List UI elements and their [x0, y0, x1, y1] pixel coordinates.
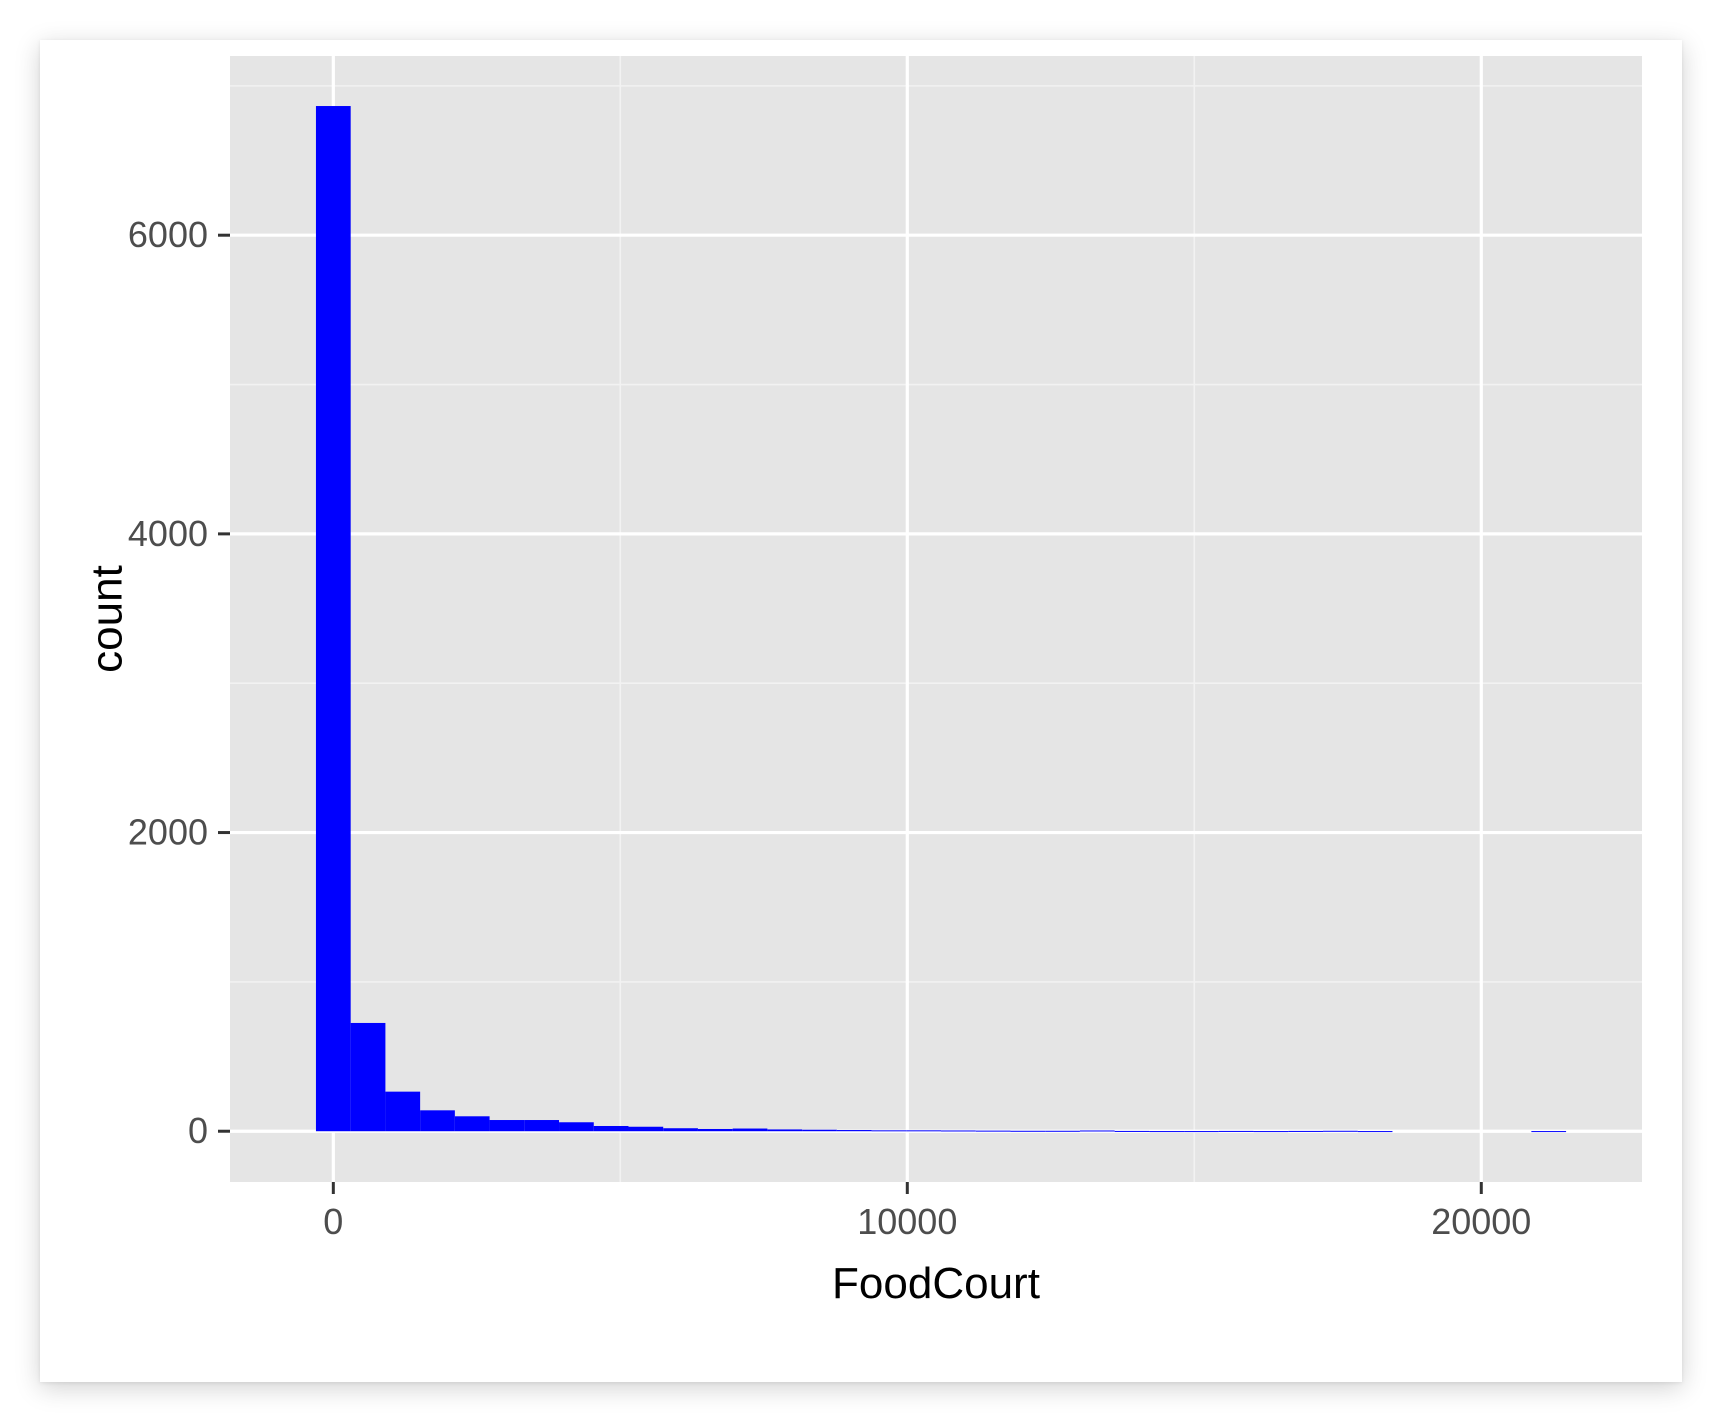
histogram-bar — [420, 1110, 455, 1132]
y-axis-title: count — [83, 565, 132, 673]
histogram-bar — [489, 1120, 525, 1132]
histogram-bar — [906, 1130, 942, 1132]
histogram-bar — [559, 1122, 594, 1132]
histogram-chart: 0 2000 4000 6000 0 10000 20000 FoodCourt coun… — [83, 56, 1642, 1308]
histogram-bar — [941, 1130, 976, 1132]
histogram-bar — [454, 1116, 490, 1132]
x-tick-label: 0 — [323, 1201, 343, 1242]
x-tick-label: 10000 — [857, 1201, 957, 1242]
histogram-bar — [836, 1130, 872, 1132]
x-axis: 0 10000 20000 — [323, 1182, 1531, 1242]
histogram-bar — [732, 1128, 768, 1132]
y-axis: 0 2000 4000 6000 — [128, 214, 230, 1151]
histogram-bar — [697, 1128, 733, 1132]
histogram-bar — [663, 1128, 698, 1132]
histogram-bar — [1114, 1130, 1150, 1132]
histogram-bar — [871, 1130, 907, 1132]
chart-card: 0 2000 4000 6000 0 10000 20000 FoodCourt coun… — [40, 40, 1682, 1382]
histogram-bar — [1079, 1130, 1115, 1132]
histogram-bar — [593, 1125, 629, 1132]
plot-panel — [230, 56, 1642, 1182]
histogram-bar — [1288, 1130, 1324, 1132]
minor-gridlines — [230, 56, 1642, 1182]
histogram-bar — [385, 1091, 421, 1132]
x-axis-title: FoodCourt — [832, 1259, 1040, 1308]
histogram-bar — [350, 1022, 386, 1132]
histogram-bar — [1531, 1131, 1567, 1133]
x-tick-label: 20000 — [1431, 1201, 1531, 1242]
histogram-bar — [1323, 1130, 1358, 1132]
y-tick-label: 0 — [188, 1110, 208, 1151]
histogram-bar — [767, 1129, 803, 1132]
histogram-bar — [1253, 1131, 1289, 1133]
histogram-bar — [1045, 1130, 1080, 1132]
histogram-bar — [975, 1130, 1011, 1132]
histogram-bar — [1149, 1131, 1185, 1133]
histogram-bars — [315, 106, 1567, 1133]
y-tick-label: 4000 — [128, 513, 208, 554]
y-tick-label: 6000 — [128, 214, 208, 255]
histogram-bar — [628, 1126, 664, 1132]
histogram-bar — [802, 1129, 837, 1132]
histogram-bar — [524, 1120, 560, 1132]
histogram-bar — [315, 106, 351, 1132]
histogram-bar — [1184, 1131, 1219, 1133]
histogram-bar — [1357, 1131, 1393, 1133]
histogram-bar — [1010, 1130, 1046, 1132]
histogram-bar — [1218, 1130, 1254, 1132]
y-tick-label: 2000 — [128, 812, 208, 853]
